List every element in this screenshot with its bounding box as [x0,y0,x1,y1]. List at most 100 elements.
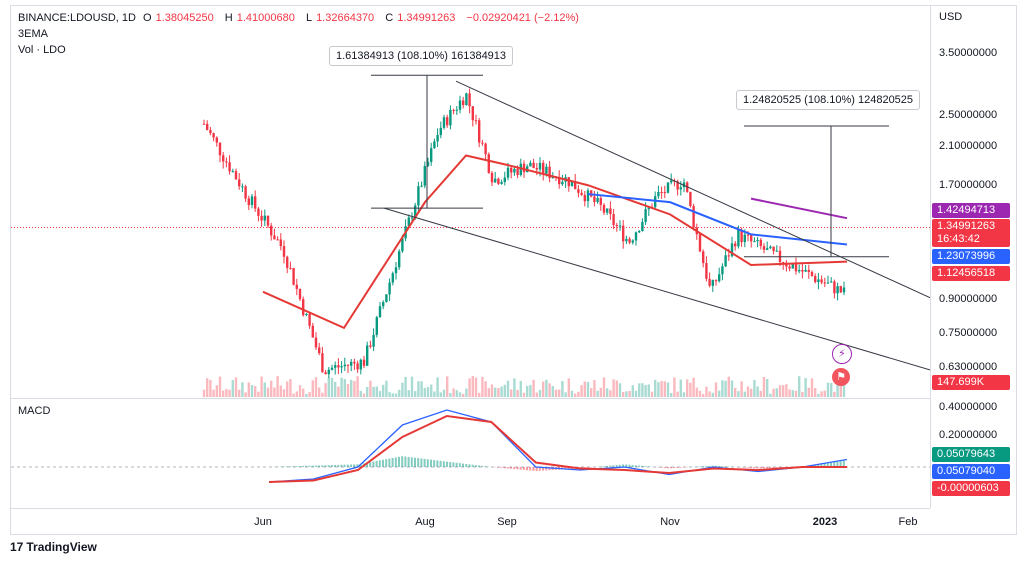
macd-histogram-bar [343,464,346,467]
macd-histogram-bar [500,467,503,468]
macd-histogram-bar [359,463,362,467]
candle-body [394,267,398,274]
volume-bar [599,387,602,397]
macd-histogram-bar [388,458,391,467]
macd-histogram-bar [756,467,759,469]
candle-body [510,167,513,173]
indicator-volume-label[interactable]: Vol · LDO [18,44,66,56]
macd-pane[interactable]: MACD [11,398,930,509]
candle-body [506,167,510,178]
chart-frame[interactable]: BINANCE:LDOUSD, 1D O 1.38045250 H 1.410006… [10,5,1017,535]
macd-histogram-tag: 0.05079643 [932,447,1010,462]
macd-histogram-bar [302,465,304,467]
volume-bar [398,389,401,397]
low-label: L 1.32664370 [305,12,375,24]
candle-body [270,225,273,236]
volume-bar [206,378,209,397]
time-axis[interactable]: Jun Aug Sep Nov 2023 Feb [11,508,930,536]
volume-bar [497,388,500,397]
volume-bar [218,376,222,397]
candle-body [247,198,250,205]
volume-bar [510,389,513,397]
candle-body [206,123,209,130]
volume-bar [346,384,350,397]
macd-histogram-bar [346,464,349,467]
macd-chart-svg[interactable] [11,399,930,509]
volume-bar [321,392,324,397]
last-price-value: 1.34991263 [937,220,996,232]
candle-body [583,195,586,202]
candle-body [570,181,574,187]
macd-histogram-bar [830,462,832,467]
candle-body [346,364,350,366]
price-pane[interactable]: BINANCE:LDOUSD, 1D O 1.38045250 H 1.410006… [11,6,930,397]
macd-histogram-bar [417,458,420,467]
macd-histogram-bar [567,467,570,470]
volume-bar [730,380,734,397]
measure-label-1[interactable]: 1.61384913 (108.10%) 161384913 [329,46,514,66]
volume-bar [407,390,410,397]
price-chart-svg[interactable] [11,6,930,397]
candle-body [788,266,791,269]
candle-body [593,196,596,203]
macd-histogram-bar [826,463,829,467]
volume-bar [593,380,596,397]
macd-histogram-bar [529,467,532,471]
volume-bar [465,388,468,397]
symbol-label[interactable]: BINANCE:LDOUSD, 1D [18,12,136,24]
flag-icon[interactable]: ⚑ [832,368,850,386]
candle-body [542,162,545,174]
candle-body [692,206,695,228]
indicator-ema-label[interactable]: 3EMA [18,28,48,40]
volume-bar [759,390,762,397]
macd-histogram-bar [311,465,314,467]
candle-body [369,345,372,347]
macd-histogram-bar [289,466,292,467]
macd-histogram-bar [564,467,567,470]
volume-bar [350,379,353,397]
candle-body [631,240,634,243]
macd-histogram-bar [817,464,820,467]
measure-label-2[interactable]: 1.24820525 (108.10%) 124820525 [736,90,921,110]
candle-body [209,129,212,134]
candle-body [458,100,462,110]
candle-body [398,251,401,268]
macd-title[interactable]: MACD [18,405,51,417]
volume-bar [609,390,612,397]
volume-bar [542,381,545,397]
signal-line-tag: -0.00000603 [932,481,1010,496]
macd-histogram-bar [503,467,506,469]
macd-histogram-bar [407,456,410,467]
change-label: −0.02920421 (−2.12%) [466,12,579,24]
lightning-icon[interactable]: ⚡ [832,344,852,364]
volume-bar [692,377,695,397]
tradingview-logo[interactable]: 17 TradingView [10,540,97,554]
volume-bar [490,384,494,397]
candle-body [340,366,343,368]
volume-bar [551,385,554,397]
volume-bar [727,376,730,397]
candle-body [622,225,625,242]
candle-body [698,234,702,252]
candle-body [423,165,426,186]
macd-histogram-bar [481,465,484,467]
volume-bar [410,376,414,397]
candle-body [762,246,766,250]
volume-bar [756,386,759,397]
volume-bar [426,386,430,397]
candle-body [500,182,503,184]
volume-bar [433,391,436,397]
volume-tag: 147.699K [932,375,1010,390]
volume-bar [826,382,830,397]
candle-body [737,229,740,247]
volume-bar [839,377,842,397]
candle-body [830,281,833,283]
volume-bar [522,392,526,397]
candle-body [775,250,778,252]
candle-body [718,274,721,282]
price-axis[interactable]: USD 3.50000000 2.50000000 2.10000000 1.7… [930,6,1018,508]
macd-histogram-bar [769,467,772,468]
candle-body [442,117,446,128]
volume-bar [250,385,254,397]
candle-body [663,192,666,194]
